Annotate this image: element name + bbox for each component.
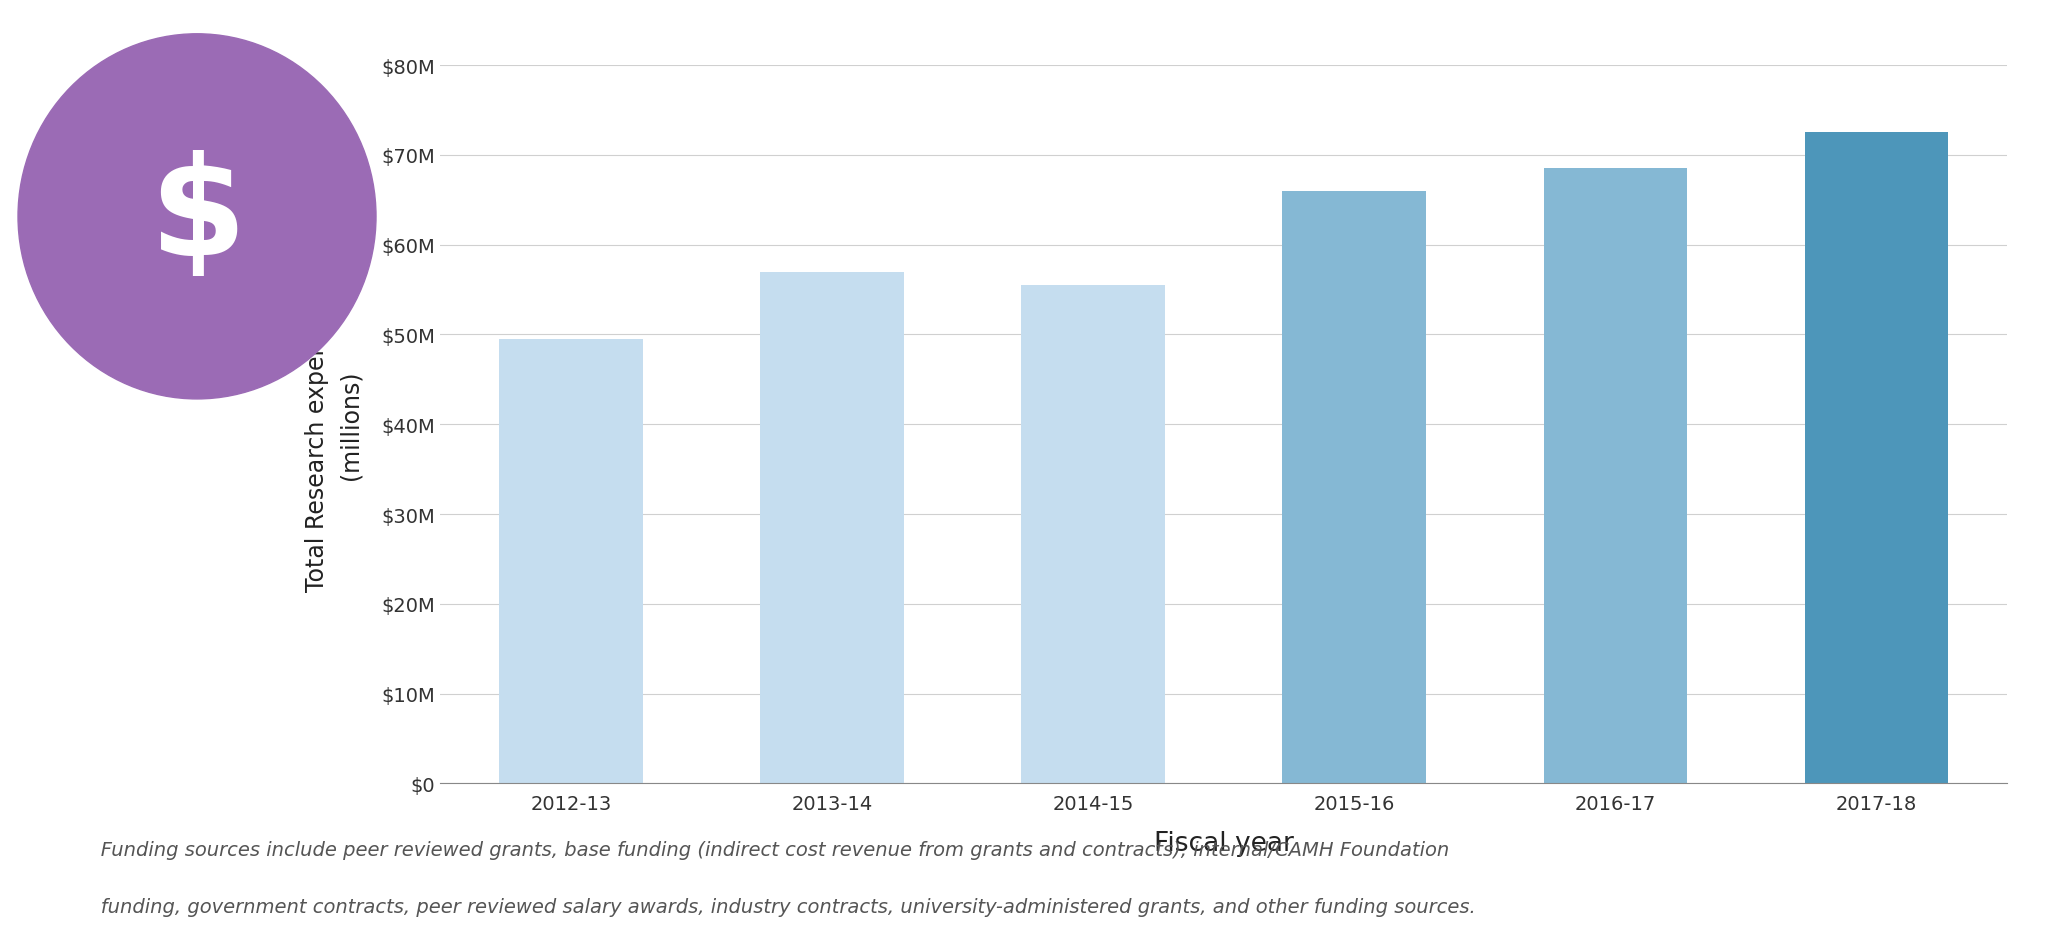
- Bar: [1282, 192, 1425, 784]
- Bar: [1804, 133, 1948, 784]
- Y-axis label: Total Research expenditures
(millions): Total Research expenditures (millions): [305, 259, 362, 591]
- Bar: [760, 272, 903, 784]
- Text: Funding sources include peer reviewed grants, base funding (indirect cost revenu: Funding sources include peer reviewed gr…: [82, 840, 1450, 859]
- Circle shape: [18, 35, 377, 399]
- Text: funding, government contracts, peer reviewed salary awards, industry contracts, : funding, government contracts, peer revi…: [82, 897, 1477, 916]
- Bar: [1544, 169, 1688, 784]
- Bar: [500, 340, 643, 784]
- Bar: [1022, 286, 1165, 784]
- X-axis label: Fiscal year: Fiscal year: [1153, 831, 1294, 856]
- Text: $: $: [150, 150, 246, 284]
